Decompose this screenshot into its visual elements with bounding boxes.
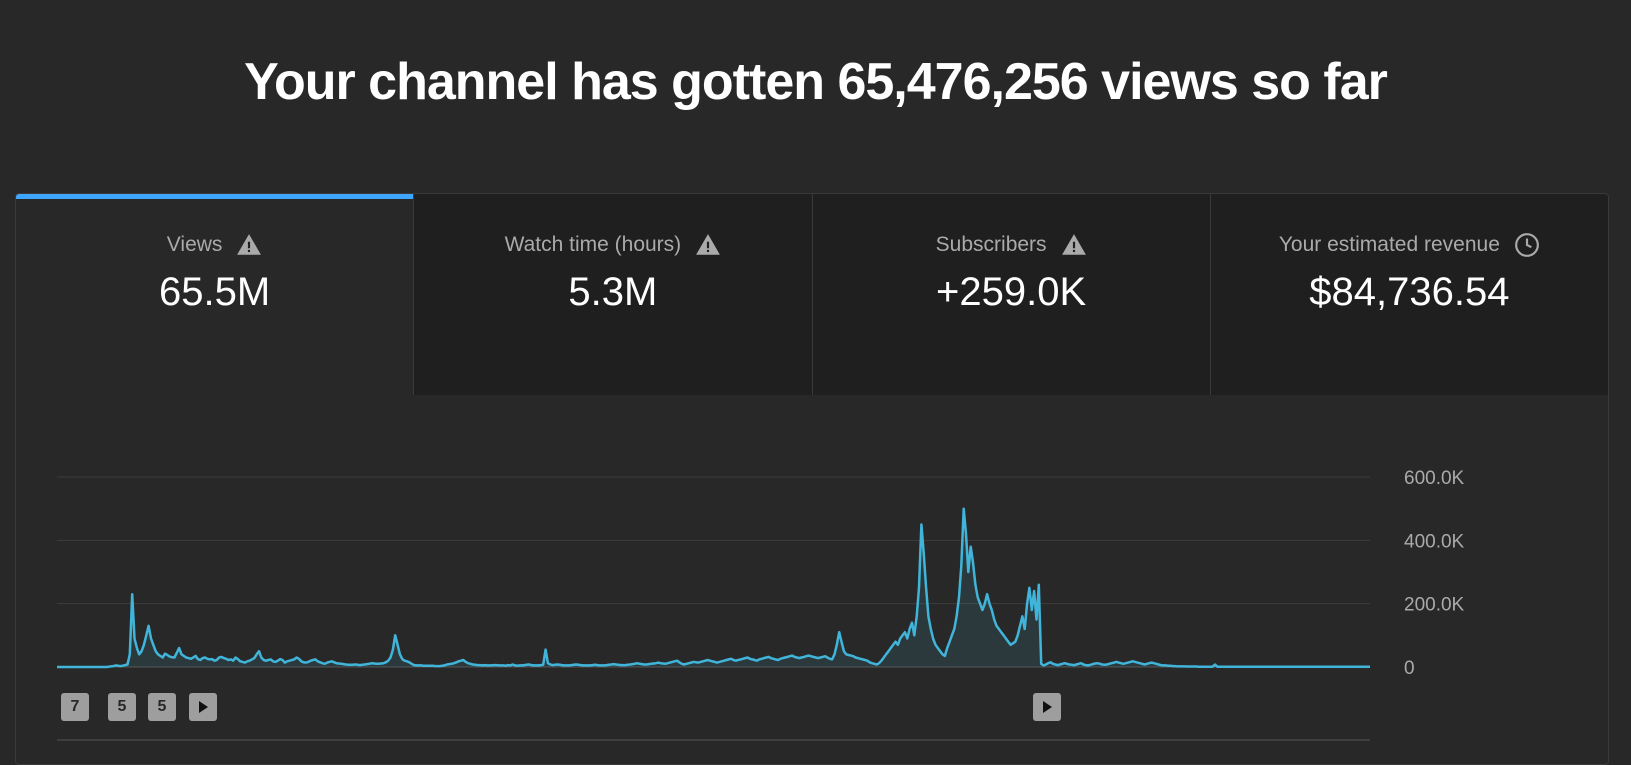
play-icon[interactable] [1033, 693, 1061, 721]
y-tick-label: 600.0K [1404, 468, 1465, 489]
warning-icon[interactable] [236, 232, 262, 258]
tab-value: 5.3M [568, 270, 658, 314]
y-tick-label: 200.0K [1404, 595, 1465, 616]
metric-tabs: Views 65.5M Watch time (hours) 5.3M Subs… [16, 194, 1608, 395]
tab-value: 65.5M [159, 270, 271, 314]
y-tick-label: 0 [1404, 658, 1415, 679]
series-area [57, 508, 1370, 667]
tab-label: Your estimated revenue [1278, 233, 1500, 256]
analytics-card: Views 65.5M Watch time (hours) 5.3M Subs… [15, 193, 1609, 765]
tab-label: Views [166, 233, 223, 256]
chart-svg: 0 200.0K 400.0K 600.0K [57, 468, 1465, 741]
tab-label: Watch time (hours) [504, 233, 682, 256]
views-chart: 0 200.0K 400.0K 600.0K 7 5 5 [16, 395, 1608, 764]
tab-subscribers[interactable]: Subscribers +259.0K [812, 194, 1211, 395]
tab-value: $84,736.54 [1309, 270, 1510, 314]
tab-views[interactable]: Views 65.5M [16, 194, 415, 395]
tab-watch-time[interactable]: Watch time (hours) 5.3M [414, 194, 813, 395]
y-tick-label: 400.0K [1404, 531, 1465, 552]
warning-icon[interactable] [695, 232, 721, 258]
warning-icon[interactable] [1061, 232, 1087, 258]
clock-icon[interactable] [1514, 232, 1540, 258]
series-line [57, 507, 1370, 669]
tab-revenue[interactable]: Your estimated revenue $84,736.54 [1210, 194, 1608, 395]
page-headline: Your channel has gotten 65,476,256 views… [244, 53, 1388, 111]
play-icon[interactable] [189, 693, 217, 721]
annotation-marker[interactable]: 7 [61, 693, 89, 721]
annotation-marker[interactable]: 5 [148, 693, 176, 721]
annotation-marker[interactable]: 5 [108, 693, 136, 721]
tab-value: +259.0K [936, 270, 1087, 314]
tab-label: Subscribers [935, 233, 1047, 256]
